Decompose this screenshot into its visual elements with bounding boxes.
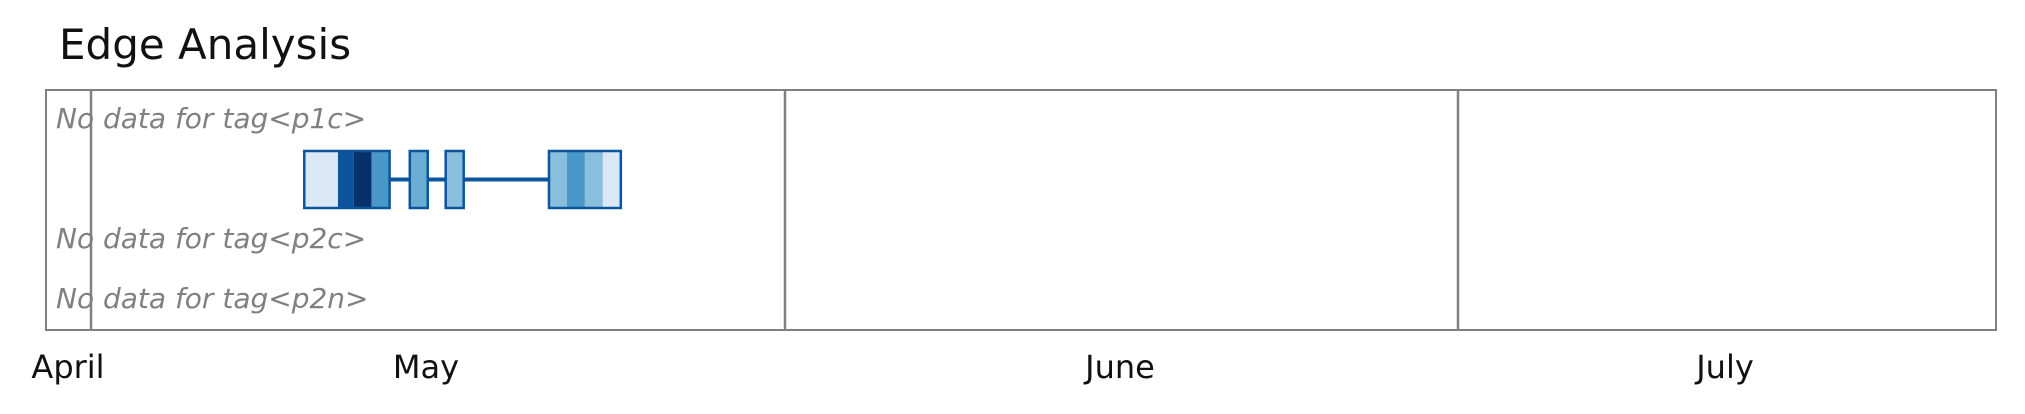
timeline-block-outline (303, 149, 391, 210)
timeline-block-outline (444, 149, 465, 210)
chart-title: Edge Analysis (59, 20, 352, 69)
timeline-segment (584, 151, 603, 208)
timeline-segment (371, 151, 390, 208)
timeline-segment (548, 151, 567, 208)
month-tick-label: June (1083, 348, 1155, 386)
timeline-block-outline (547, 149, 623, 210)
row-label-p2c: No data for tag<p2c> (56, 222, 366, 255)
month-tick-label: April (31, 348, 104, 386)
month-dividers (89, 90, 1460, 330)
row-labels: No data for tag<p1c> No data for tag<p2c>… (56, 102, 369, 315)
row-label-p1c: No data for tag<p1c> (56, 102, 366, 135)
timeline-block-outline (408, 149, 430, 210)
row-label-p2n: No data for tag<p2n> (56, 282, 369, 315)
timeline-segment (566, 151, 585, 208)
timeline-segment (353, 151, 372, 208)
timeline-segment (409, 151, 428, 208)
plot-frame (45, 89, 1997, 331)
month-tick-label: July (1694, 348, 1754, 386)
timeline-segment (337, 151, 354, 208)
month-tick-label: May (393, 348, 459, 386)
timeline-series (303, 149, 623, 210)
timeline-segment (304, 151, 338, 208)
month-tick-labels: April May June July (31, 348, 1753, 386)
timeline-segment (602, 151, 621, 208)
timeline-segment (445, 151, 464, 208)
